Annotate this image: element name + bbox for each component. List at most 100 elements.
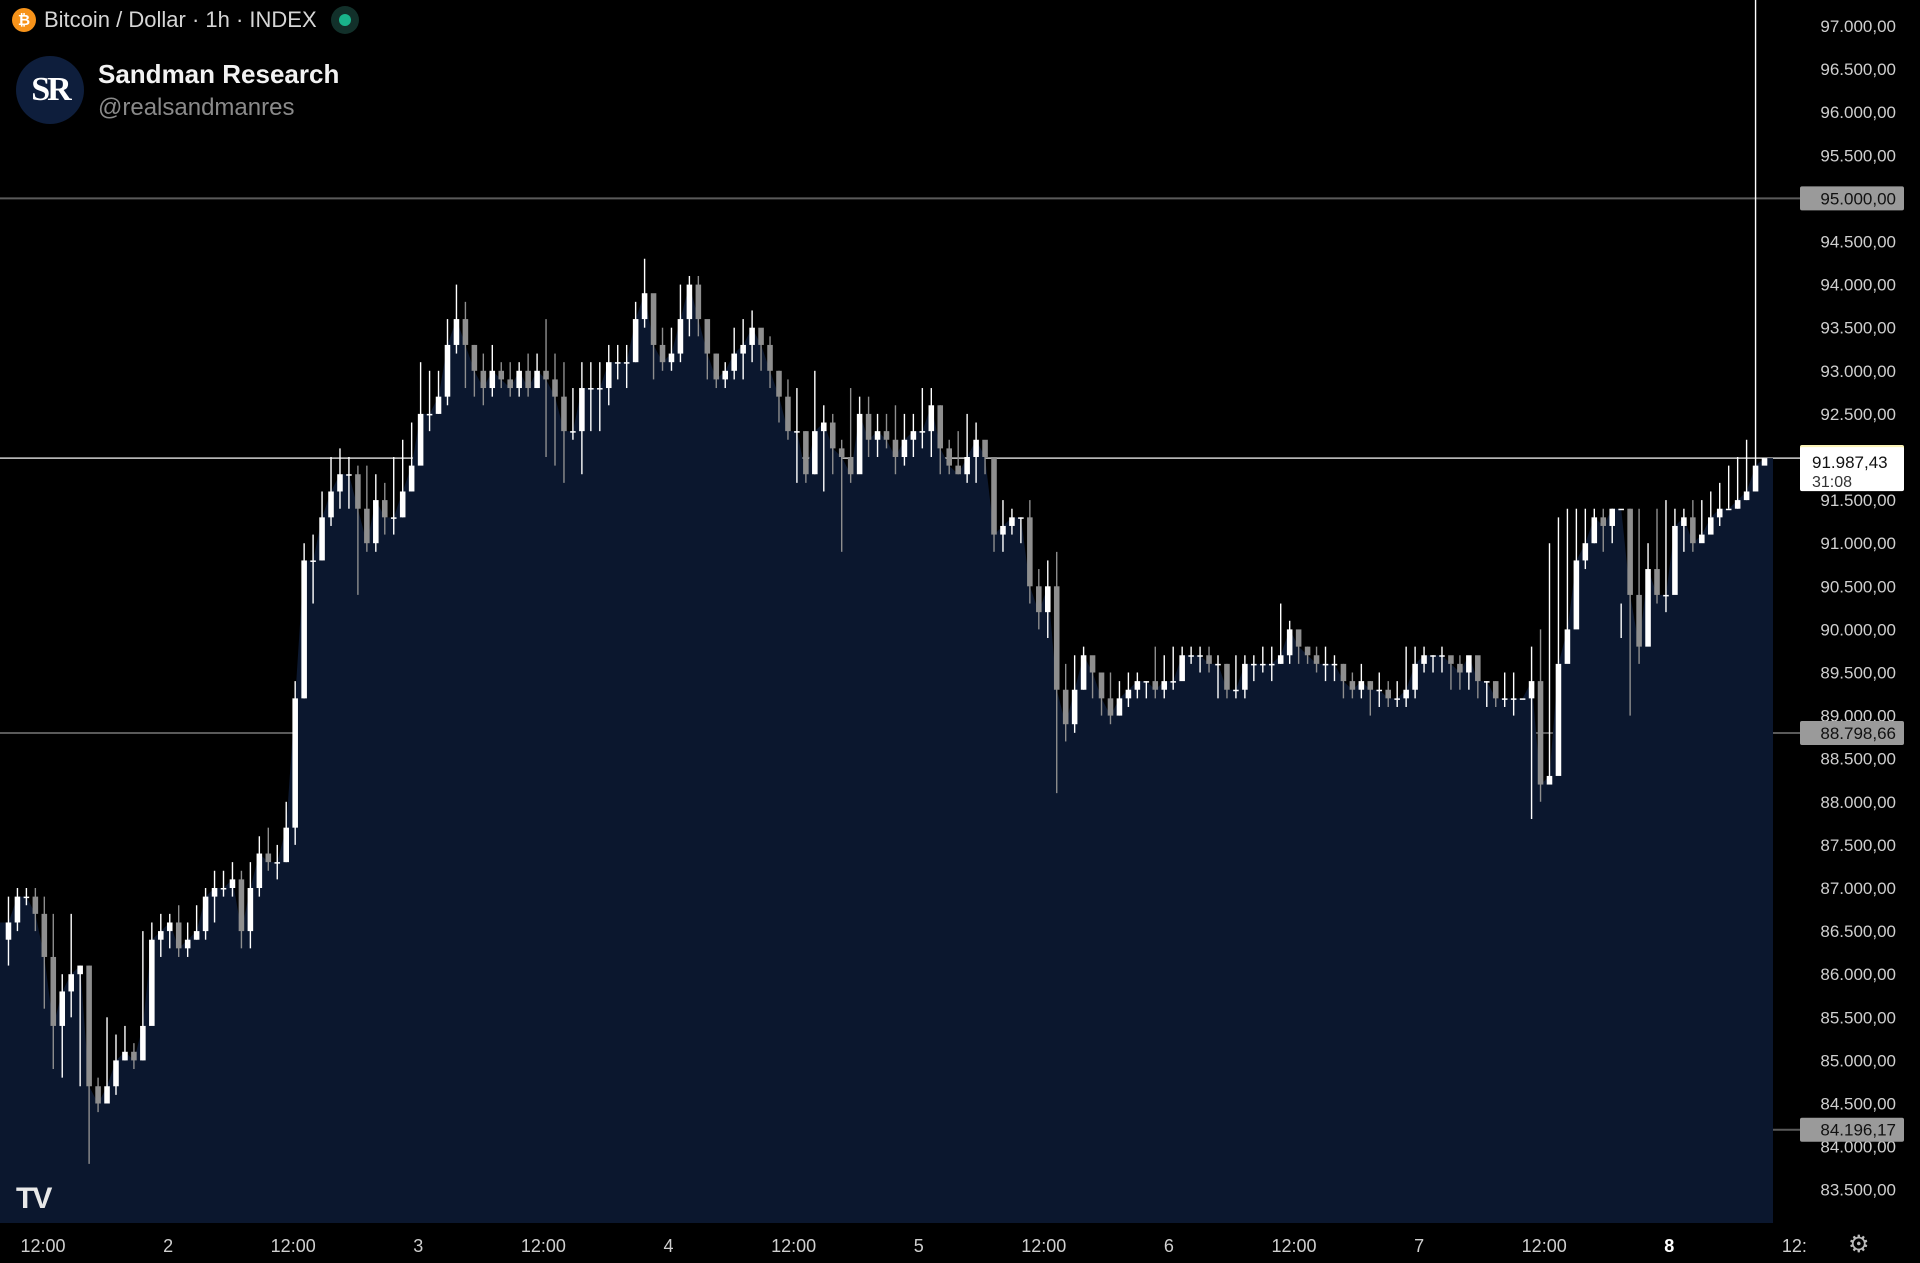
candle [283,801,289,863]
tradingview-logo-icon[interactable]: TV [16,1182,52,1215]
candle [1475,655,1481,699]
candle [364,465,370,552]
candle [605,344,612,406]
market-status-icon [330,6,359,34]
candle [390,457,397,535]
candle [184,922,191,957]
candle [381,482,388,535]
price-area-fill [0,284,1773,1224]
candle [767,336,773,389]
candle [776,370,782,423]
candle [166,913,173,949]
symbol-title[interactable]: Bitcoin / Dollar · 1h · INDEX [44,7,317,32]
candle [113,1034,119,1095]
candle [86,965,92,1164]
candlesticks [5,0,1768,1164]
symbol-header[interactable]: ₿ Bitcoin / Dollar · 1h · INDEX [12,6,359,34]
candle [1681,508,1687,552]
time-tick-label: 4 [663,1236,673,1256]
candle [507,362,513,397]
candle [1161,655,1168,699]
candle [668,327,675,371]
price-tick-label: 83.500,00 [1820,1181,1896,1200]
time-tick-label: 6 [1164,1236,1174,1256]
time-tick-label: 5 [914,1236,924,1256]
candle [23,888,30,906]
time-tick-label: 12:00 [771,1236,816,1256]
candle [1385,681,1392,707]
candle [1197,646,1203,673]
candle [1707,491,1714,535]
candle [1009,508,1015,535]
candle [1564,508,1571,664]
candle [1206,646,1212,673]
candle [892,405,899,475]
candle [373,474,379,552]
candle [865,396,872,457]
candle [1690,500,1696,552]
svg-text:88.798,66: 88.798,66 [1820,724,1896,743]
candle [803,431,809,483]
sandman-research-logo: SR [16,56,84,124]
candle [1743,439,1750,501]
candle [1089,655,1096,699]
candle [274,844,281,880]
candle [1546,543,1553,785]
candle [1699,500,1705,544]
candle [1537,629,1544,802]
candle [1636,508,1642,664]
candle [552,353,558,466]
candle [883,413,890,449]
candle [1734,457,1741,509]
svg-text:84.196,17: 84.196,17 [1820,1121,1896,1140]
candle [435,370,442,414]
candle [1044,560,1051,639]
price-tick-label: 86.500,00 [1820,922,1896,941]
candle [1170,646,1176,690]
candle [874,413,881,457]
candle [686,275,693,337]
candle [856,396,863,475]
candle [310,534,316,604]
candle [794,388,800,483]
candle [1654,508,1660,604]
candle [1268,646,1275,682]
candle [704,319,711,380]
candle [901,413,908,466]
candle [1672,508,1678,595]
candle [229,862,236,897]
candle [1663,500,1669,613]
candle [659,327,666,371]
time-tick-label: 12:00 [1522,1236,1567,1256]
candle [131,1043,137,1070]
candle [1000,500,1006,552]
candle [471,344,478,397]
candle [1582,508,1589,570]
candle [1573,508,1580,630]
price-tick-label: 84.500,00 [1820,1095,1896,1114]
candle [408,422,415,492]
price-tick-label: 85.500,00 [1820,1008,1896,1027]
candle [1627,508,1633,716]
candle [1027,500,1033,604]
candle [220,870,227,897]
price-tick-label: 96.500,00 [1820,60,1896,79]
candle [1725,465,1732,511]
candle [1340,663,1347,699]
candle [1528,646,1535,820]
candle [758,327,764,371]
candle [426,370,433,432]
candle [399,439,406,518]
candle [480,353,487,406]
candle [1018,517,1024,544]
price-tick-label: 87.000,00 [1820,879,1896,898]
svg-text:91.987,43: 91.987,43 [1812,453,1888,472]
candle [1519,698,1526,700]
time-axis[interactable]: 12:00 2 12:00 3 12:00 4 12:00 5 12:00 6 12:00 7 12:0… [20,1236,1806,1256]
candle [175,905,182,957]
time-tick-label: 12:00 [20,1236,65,1256]
candle [829,413,836,475]
candle [946,439,952,475]
gear-icon[interactable]: ⚙ [1848,1231,1870,1258]
